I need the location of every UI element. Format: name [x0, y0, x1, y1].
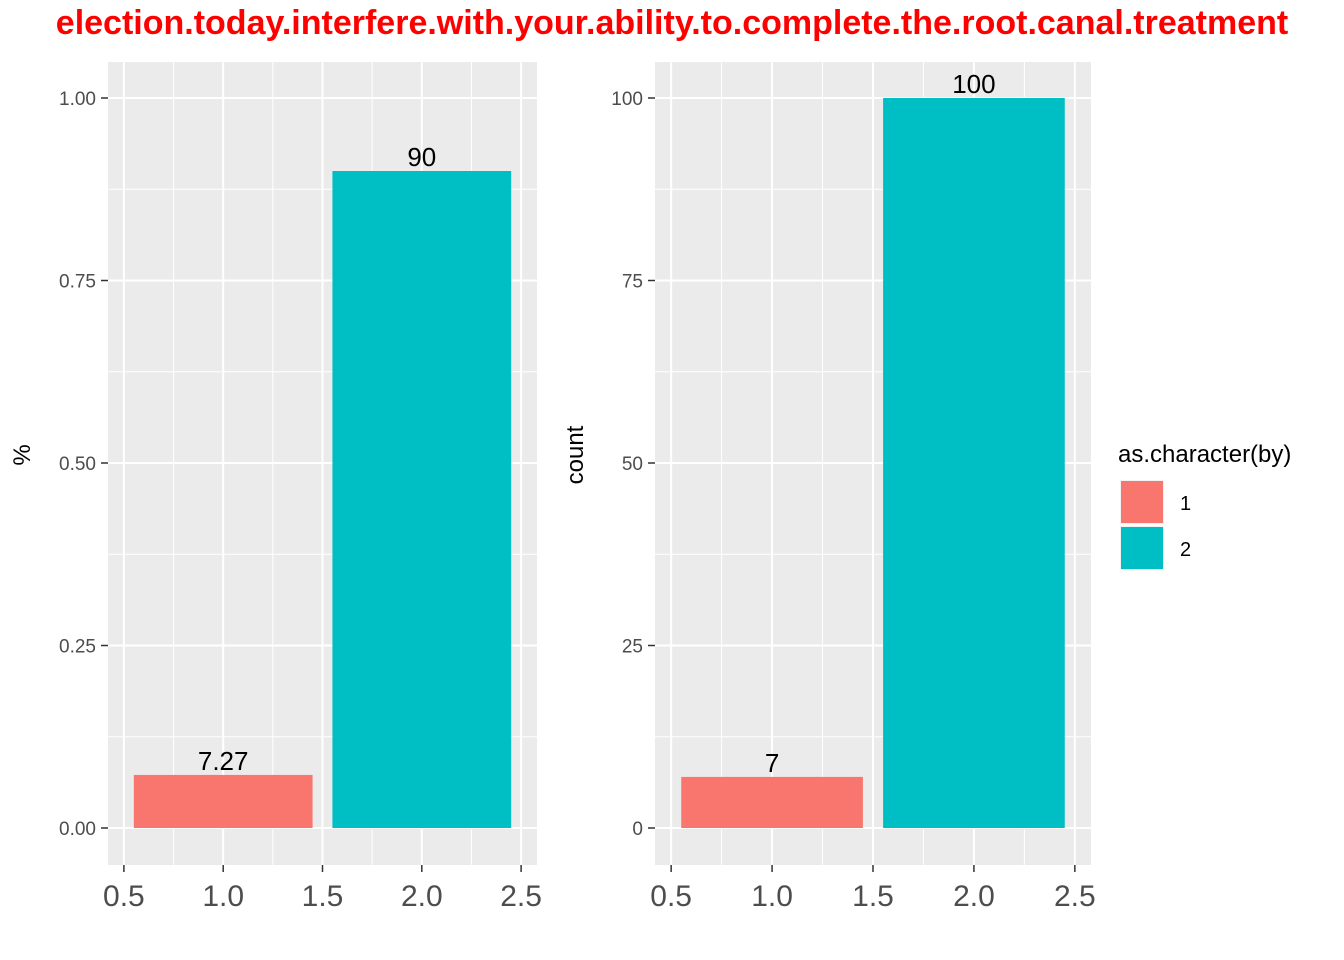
x-tick-label: 2.5 [1054, 880, 1096, 913]
bar-data-label: 7.27 [198, 746, 249, 776]
y-tick-label: 75 [622, 272, 643, 293]
y-tick-label: 50 [622, 454, 643, 475]
y-tick-label: 0.25 [59, 637, 96, 658]
legend-title: as.character(by) [1118, 441, 1291, 468]
legend-label-2: 2 [1180, 539, 1191, 561]
bar-data-label: 100 [952, 69, 995, 99]
x-tick-label: 1.0 [202, 880, 244, 913]
x-tick-label: 0.5 [103, 880, 145, 913]
bar-data-label: 7 [765, 748, 779, 778]
x-tick-label: 1.5 [852, 880, 894, 913]
legend-key-1 [1121, 481, 1163, 523]
x-tick-label: 2.0 [401, 880, 443, 913]
bar-group-1 [681, 776, 863, 828]
chart-title: election.today.interfere.with.your.abili… [55, 4, 1289, 42]
legend-key-2 [1121, 527, 1163, 569]
legend-label-1: 1 [1180, 493, 1191, 515]
y-tick-label: 0 [632, 819, 643, 840]
y-tick-label: 100 [611, 89, 643, 110]
x-tick-label: 1.0 [751, 880, 793, 913]
y-axis-title: % [9, 444, 36, 465]
y-axis-title: count [562, 425, 589, 484]
y-tick-label: 25 [622, 637, 643, 658]
y-tick-label: 0.75 [59, 272, 96, 293]
x-tick-label: 2.5 [500, 880, 542, 913]
bar-group-2 [332, 171, 512, 828]
x-tick-label: 1.5 [302, 880, 344, 913]
x-tick-label: 0.5 [650, 880, 692, 913]
y-tick-label: 0.00 [59, 819, 96, 840]
bar-group-1 [133, 774, 313, 828]
y-tick-label: 0.50 [59, 454, 96, 475]
bar-data-label: 90 [407, 142, 436, 172]
y-tick-label: 1.00 [59, 89, 96, 110]
x-tick-label: 2.0 [953, 880, 995, 913]
bar-group-2 [883, 98, 1065, 828]
